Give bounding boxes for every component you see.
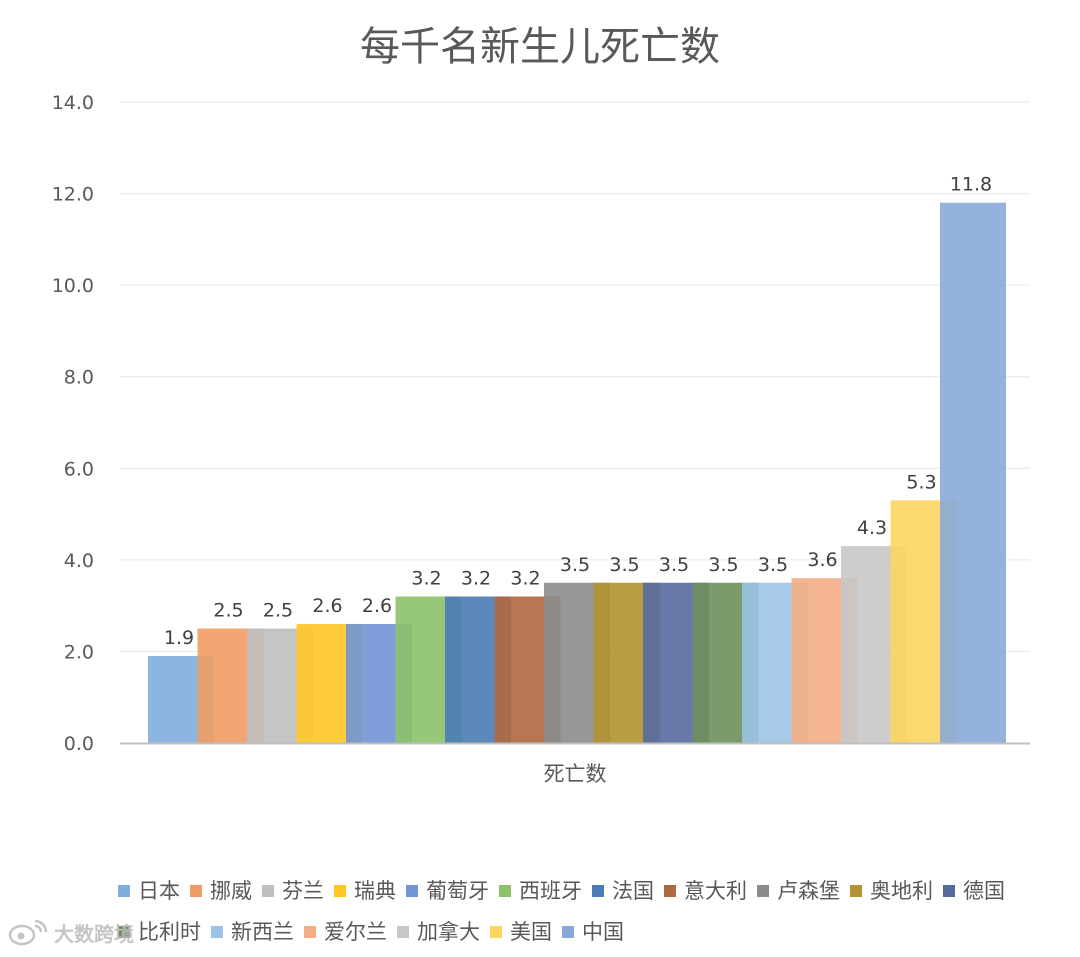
legend-swatch bbox=[757, 885, 769, 897]
legend: 日本 挪威 芬兰 瑞典 葡萄牙 西班牙 法国 意大利 卢森堡 奥地利 德国比利时 新西兰 爱尔兰 加拿大 美… bbox=[118, 870, 1018, 952]
legend-swatch bbox=[406, 885, 418, 897]
y-tick-label: 8.0 bbox=[64, 367, 94, 389]
legend-item-15: 加拿大 bbox=[397, 912, 480, 952]
legend-swatch bbox=[490, 926, 502, 938]
data-label-9: 3.5 bbox=[560, 554, 590, 576]
legend-label: 德国 bbox=[963, 879, 1005, 903]
legend-item-2: 挪威 bbox=[190, 871, 252, 911]
legend-label: 奥地利 bbox=[870, 879, 933, 903]
y-tick-label: 6.0 bbox=[64, 458, 94, 480]
legend-item-8: 意大利 bbox=[664, 871, 747, 911]
y-tick-label: 14.0 bbox=[52, 92, 94, 114]
watermark-text: 大数跨境 bbox=[54, 922, 134, 946]
legend-item-1: 日本 bbox=[118, 871, 180, 911]
data-label-4: 2.6 bbox=[312, 595, 342, 617]
legend-swatch bbox=[211, 926, 223, 938]
legend-label: 加拿大 bbox=[417, 920, 480, 944]
legend-swatch bbox=[850, 885, 862, 897]
legend-item-16: 美国 bbox=[490, 912, 552, 952]
legend-swatch bbox=[304, 926, 316, 938]
data-label-5: 2.6 bbox=[362, 595, 392, 617]
data-label-10: 3.5 bbox=[609, 554, 639, 576]
legend-swatch bbox=[334, 885, 346, 897]
y-axis-ticks: 0.0 2.0 4.0 6.0 8.0 10.0 12.0 14.0 bbox=[52, 92, 94, 755]
legend-item-9: 卢森堡 bbox=[757, 871, 840, 911]
legend-label: 葡萄牙 bbox=[426, 879, 489, 903]
legend-swatch bbox=[190, 885, 202, 897]
data-label-2: 2.5 bbox=[213, 600, 243, 622]
legend-swatch bbox=[118, 926, 130, 938]
legend-swatch bbox=[262, 885, 274, 897]
data-label-17: 11.8 bbox=[950, 174, 992, 196]
legend-item-6: 西班牙 bbox=[499, 871, 582, 911]
legend-swatch bbox=[592, 885, 604, 897]
legend-label: 日本 bbox=[138, 879, 180, 903]
data-label-11: 3.5 bbox=[659, 554, 689, 576]
legend-label: 爱尔兰 bbox=[324, 920, 387, 944]
data-label-8: 3.2 bbox=[510, 567, 540, 589]
y-tick-label: 0.0 bbox=[64, 733, 94, 755]
legend-label: 瑞典 bbox=[354, 879, 396, 903]
legend-label: 西班牙 bbox=[519, 879, 582, 903]
legend-swatch bbox=[664, 885, 676, 897]
legend-label: 芬兰 bbox=[282, 879, 324, 903]
legend-item-5: 葡萄牙 bbox=[406, 871, 489, 911]
chart-title: 每千名新生儿死亡数 bbox=[360, 24, 720, 70]
data-label-12: 3.5 bbox=[708, 554, 738, 576]
legend-label: 卢森堡 bbox=[777, 879, 840, 903]
legend-item-14: 爱尔兰 bbox=[304, 912, 387, 952]
legend-swatch bbox=[499, 885, 511, 897]
legend-swatch bbox=[943, 885, 955, 897]
legend-label: 挪威 bbox=[210, 879, 252, 903]
data-label-1: 1.9 bbox=[164, 627, 194, 649]
y-tick-label: 2.0 bbox=[64, 641, 94, 663]
bars bbox=[148, 202, 1006, 743]
data-label-6: 3.2 bbox=[411, 567, 441, 589]
legend-label: 法国 bbox=[612, 879, 654, 903]
y-tick-label: 12.0 bbox=[52, 184, 94, 206]
legend-label: 比利时 bbox=[138, 920, 201, 944]
legend-item-12: 比利时 bbox=[118, 912, 201, 952]
data-labels: 1.9 2.5 2.5 2.6 2.6 3.2 3.2 3.2 3.5 3.5 3.5 3.5 3.5 3… bbox=[164, 174, 992, 649]
legend-swatch bbox=[562, 926, 574, 938]
y-tick-label: 10.0 bbox=[52, 275, 94, 297]
legend-item-4: 瑞典 bbox=[334, 871, 396, 911]
legend-label: 美国 bbox=[510, 920, 552, 944]
data-label-7: 3.2 bbox=[461, 567, 491, 589]
data-label-16: 5.3 bbox=[906, 471, 936, 493]
legend-swatch bbox=[397, 926, 409, 938]
legend-label: 新西兰 bbox=[231, 920, 294, 944]
data-label-3: 2.5 bbox=[263, 600, 293, 622]
watermark: 大数跨境 bbox=[8, 918, 134, 947]
legend-item-3: 芬兰 bbox=[262, 871, 324, 911]
legend-label: 意大利 bbox=[684, 879, 747, 903]
x-axis-title: 死亡数 bbox=[544, 762, 607, 786]
bar-17 bbox=[940, 202, 1006, 743]
legend-swatch bbox=[118, 885, 130, 897]
legend-label: 中国 bbox=[582, 920, 624, 944]
data-label-14: 3.6 bbox=[807, 549, 837, 571]
legend-item-7: 法国 bbox=[592, 871, 654, 911]
y-tick-label: 4.0 bbox=[64, 550, 94, 572]
weibo-logo-icon bbox=[8, 919, 48, 945]
chart-plot: 0.0 2.0 4.0 6.0 8.0 10.0 12.0 14.0 1.9 2.5 2.5 2.6… bbox=[52, 92, 1030, 786]
data-label-13: 3.5 bbox=[758, 554, 788, 576]
data-label-15: 4.3 bbox=[857, 517, 887, 539]
legend-item-13: 新西兰 bbox=[211, 912, 294, 952]
legend-item-11: 德国 bbox=[943, 871, 1005, 911]
legend-item-17: 中国 bbox=[562, 912, 624, 952]
legend-item-10: 奥地利 bbox=[850, 871, 933, 911]
